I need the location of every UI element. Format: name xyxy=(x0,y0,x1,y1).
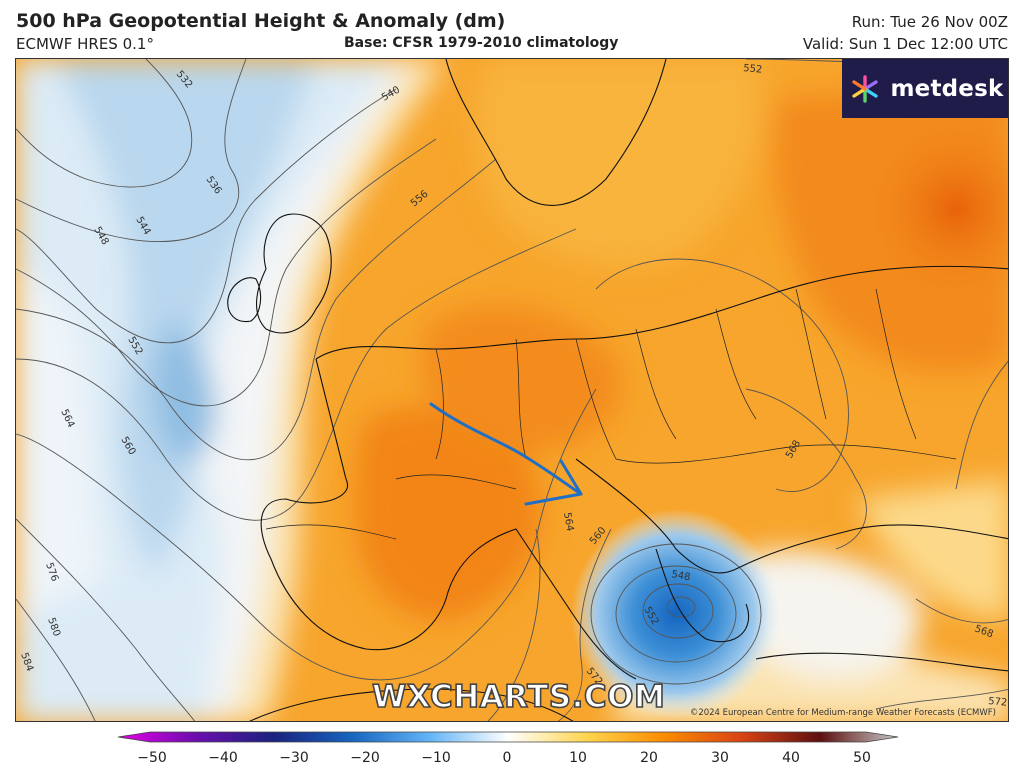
britain-outline xyxy=(255,213,332,334)
scandinavia-outline xyxy=(445,59,667,206)
contour-label: 548 xyxy=(670,569,691,583)
map-canvas: 532 536 540 544 548 552 552 556 560 564 … xyxy=(16,59,1008,721)
ireland-outline xyxy=(227,277,262,323)
coastlines xyxy=(227,59,1008,721)
colorbar-tick-label: 30 xyxy=(711,750,729,766)
colorbar-tick-label: −50 xyxy=(137,750,167,766)
colorbar-scale xyxy=(117,731,899,743)
colorbar-tick-label: 10 xyxy=(569,750,587,766)
flow-arrow xyxy=(429,402,583,506)
model-label: ECMWF HRES 0.1° xyxy=(16,35,154,53)
contour-label: 572 xyxy=(988,696,1008,709)
colorbar-tick-label: −30 xyxy=(279,750,309,766)
run-time: Run: Tue 26 Nov 00Z xyxy=(851,13,1008,31)
greece-outline xyxy=(655,548,750,643)
copyright-notice: ©2024 European Centre for Medium-range W… xyxy=(689,708,996,718)
asterisk-logo-icon xyxy=(852,74,879,103)
weather-map: 532 536 540 544 548 552 552 556 560 564 … xyxy=(15,58,1009,722)
iberia-france-italy-coast xyxy=(260,358,637,680)
colorbar-tick-label: 40 xyxy=(782,750,800,766)
chart-title: 500 hPa Geopotential Height & Anomaly (d… xyxy=(16,10,506,32)
contour-label: 552 xyxy=(743,63,763,76)
colorbar-tick-label: 20 xyxy=(640,750,658,766)
metdesk-logo-text: metdesk xyxy=(890,75,1004,102)
colorbar-tick-label: −10 xyxy=(421,750,451,766)
valid-time: Valid: Sun 1 Dec 12:00 UTC xyxy=(802,35,1008,53)
colorbar-tick-label: 0 xyxy=(502,750,512,766)
wxcharts-watermark: WXCHARTS.COM xyxy=(371,678,666,716)
colorbar xyxy=(117,731,899,743)
geopotential-contours xyxy=(16,59,1008,721)
colorbar-tick-label: −20 xyxy=(350,750,380,766)
colorbar-tick-label: −40 xyxy=(208,750,238,766)
metdesk-logo: metdesk xyxy=(842,59,1008,118)
contour-label: 564 xyxy=(561,512,575,533)
warm-anomaly-core xyxy=(846,99,1008,319)
country-borders xyxy=(265,288,957,540)
colorbar-tick-label: 50 xyxy=(853,750,871,766)
climatology-label: Base: CFSR 1979-2010 climatology xyxy=(344,35,619,51)
cut-off-low-anomaly xyxy=(571,509,781,719)
